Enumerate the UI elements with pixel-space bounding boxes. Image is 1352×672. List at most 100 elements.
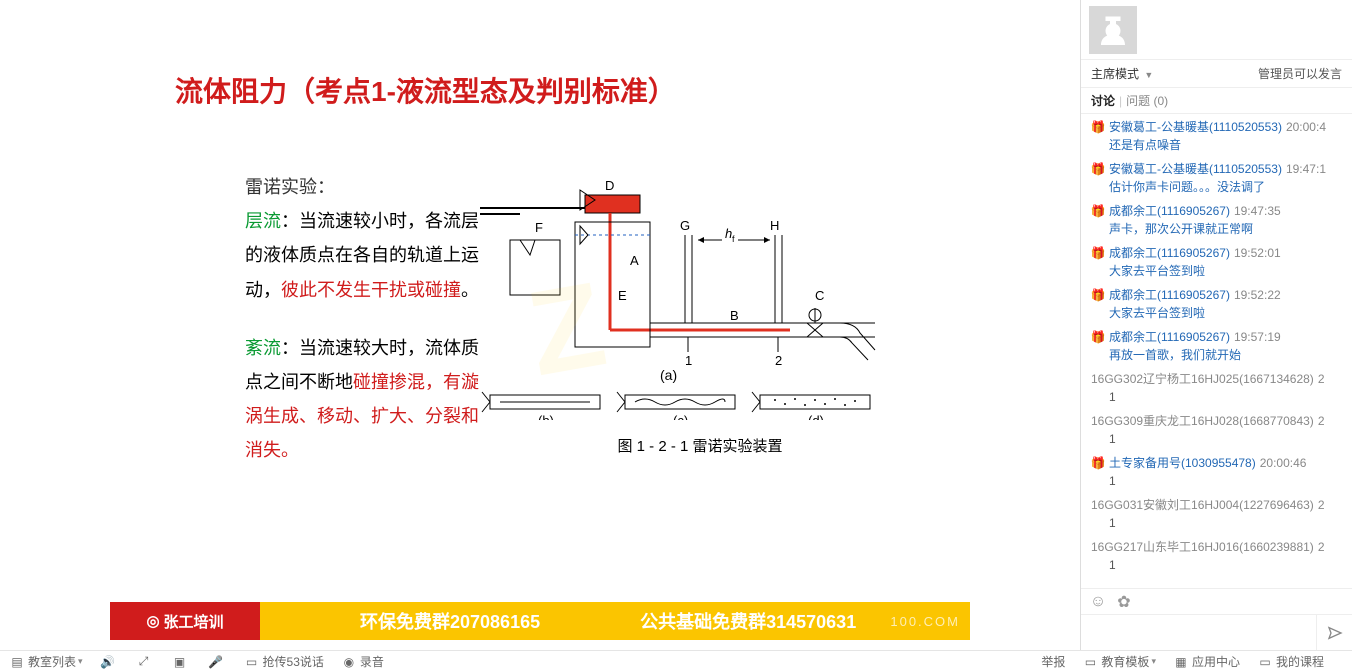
banner-group-2: 公共基础免费群314570631 xyxy=(640,608,856,634)
gift-icon: 🎁 xyxy=(1091,204,1105,218)
chat-message: 🎁 成都余工(1116905267) 19:47:35声卡，那次公开课就正常啊 xyxy=(1091,202,1346,238)
app-center-button[interactable]: ▦应用中心 xyxy=(1174,653,1240,670)
chat-body: 1 xyxy=(1109,514,1346,532)
chat-input[interactable] xyxy=(1081,615,1316,650)
svg-text:H: H xyxy=(770,218,779,233)
svg-text:D: D xyxy=(605,180,614,193)
svg-text:G: G xyxy=(680,218,690,233)
chat-message: 16GG309重庆龙工16HJ028(1668770843) 21 xyxy=(1091,412,1346,448)
camera-icon[interactable]: ▣ xyxy=(173,655,191,669)
svg-text:1: 1 xyxy=(685,353,692,368)
chat-message: 16GG031安徽刘工16HJ004(1227696463) 21 xyxy=(1091,496,1346,532)
experiment-label: 雷诺实验： xyxy=(245,170,480,204)
chat-message: 🎁 成都余工(1116905267) 19:52:22大家去平台签到啦 xyxy=(1091,286,1346,322)
bottom-toolbar: ▤教室列表 ▾ 🔊 ⤢ ▣ 🎤 ▭抢传53说话 ◉录音 举报 ▭教育模板▾ ▦应… xyxy=(0,650,1352,672)
template-button[interactable]: ▭教育模板▾ xyxy=(1083,653,1156,670)
mic-icon[interactable]: 🎤 xyxy=(209,655,227,669)
svg-text:F: F xyxy=(535,220,543,235)
slide-title: 流体阻力（考点1-液流型态及判别标准） xyxy=(175,70,970,110)
banner-group-1: 环保免费群207086165 xyxy=(360,608,540,634)
grab-speak-button[interactable]: ▭抢传53说话 xyxy=(245,653,324,670)
chat-user: 16GG217山东毕工16HJ016(1660239881) xyxy=(1091,538,1314,556)
gift-icon: 🎁 xyxy=(1091,162,1105,176)
chat-time: 20:00:46 xyxy=(1260,454,1307,472)
chat-body: 大家去平台签到啦 xyxy=(1109,304,1346,322)
chat-message: 🎁成都余工(1116905267) 19:57:19再放一首歌，我们就开始 xyxy=(1091,328,1346,364)
svg-text:f: f xyxy=(732,234,735,244)
chat-list[interactable]: 🎁 安徽葛工-公基暖基(1110520553) 20:00:4还是有点噪音 🎁安徽葛… xyxy=(1081,114,1352,588)
slide-area: 流体阻力（考点1-液流型态及判别标准） 雷诺实验： 层流：当流速较小时，各流层的… xyxy=(0,0,1080,650)
send-button[interactable] xyxy=(1316,615,1352,650)
chat-body: 大家去平台签到啦 xyxy=(1109,262,1346,280)
chat-user: 安徽葛工-公基暖基(1110520553) xyxy=(1109,118,1282,136)
chat-time: 19:52:22 xyxy=(1234,286,1281,304)
gift-icon: 🎁 xyxy=(1091,330,1105,344)
chat-user: 成都余工(1116905267) xyxy=(1109,202,1230,220)
laminar-label: 层流 xyxy=(245,211,281,231)
tab-question[interactable]: 问题 (0) xyxy=(1126,92,1168,109)
chevron-down-icon: ▼ xyxy=(1144,70,1153,80)
figure-caption: 图 1 - 2 - 1 雷诺实验装置 xyxy=(480,435,920,456)
chat-time: 19:57:19 xyxy=(1234,328,1281,346)
gift-icon: 🎁 xyxy=(1091,456,1105,470)
chat-message: 🎁安徽葛工-公基暖基(1110520553) 19:47:1估计你声卡问题。。。… xyxy=(1091,160,1346,196)
chat-body: 1 xyxy=(1109,388,1346,406)
chat-message: 🎁成都余工(1116905267) 19:52:01大家去平台签到啦 xyxy=(1091,244,1346,280)
chat-message: 16GG217山东毕工16HJ016(1660239881) 21 xyxy=(1091,538,1346,574)
permission-label: 管理员可以发言 xyxy=(1258,65,1342,82)
svg-text:(b): (b) xyxy=(538,413,554,420)
my-course-button[interactable]: ▭我的课程 xyxy=(1258,653,1324,670)
svg-text:C: C xyxy=(815,288,824,303)
svg-text:E: E xyxy=(618,288,627,303)
banner-right: 100.COM xyxy=(890,614,960,629)
teacher-list-button[interactable]: ▤教室列表 ▾ xyxy=(10,653,83,670)
chat-time: 19:47:35 xyxy=(1234,202,1281,220)
chat-time: 20:00:4 xyxy=(1286,118,1326,136)
chat-time: 2 xyxy=(1318,496,1325,514)
svg-text:(a): (a) xyxy=(660,367,677,383)
slide-text: 雷诺实验： 层流：当流速较小时，各流层的液体质点在各自的轨道上运动，彼此不发生干… xyxy=(110,170,480,468)
chat-user: 16GG031安徽刘工16HJ004(1227696463) xyxy=(1091,496,1314,514)
chat-body: 再放一首歌，我们就开始 xyxy=(1109,346,1346,364)
chat-time: 2 xyxy=(1318,370,1325,388)
mute-icon[interactable]: ⤢ xyxy=(137,655,155,669)
mode-selector[interactable]: 主席模式 ▼ xyxy=(1091,65,1153,82)
gift-icon: 🎁 xyxy=(1091,246,1105,260)
chat-message: 16GG302辽宁杨工16HJ025(1667134628) 21 xyxy=(1091,370,1346,406)
chat-panel: 主席模式 ▼ 管理员可以发言 讨论 | 问题 (0) 🎁安徽葛工-公基暖基(11… xyxy=(1080,0,1352,650)
chat-body: 估计你声卡问题。。。没法调了 xyxy=(1109,178,1346,196)
gift-icon: 🎁 xyxy=(1091,288,1105,302)
chat-time: 2 xyxy=(1318,412,1325,430)
chat-body: 声卡，那次公开课就正常啊 xyxy=(1109,220,1346,238)
chat-user: 成都余工(1116905267) xyxy=(1109,244,1230,262)
tab-discuss[interactable]: 讨论 xyxy=(1091,92,1115,109)
svg-text:2: 2 xyxy=(775,353,782,368)
report-button[interactable]: 举报 xyxy=(1041,653,1065,670)
emoji-icon[interactable]: ☺ xyxy=(1089,593,1107,611)
record-button[interactable]: ◉录音 xyxy=(342,653,384,670)
presenter-avatar[interactable] xyxy=(1089,6,1137,54)
reynolds-diagram: D F A xyxy=(480,170,920,468)
flower-icon[interactable]: ✿ xyxy=(1115,593,1133,611)
chat-body: 1 xyxy=(1109,556,1346,574)
bottom-banner: ◎张工培训 环保免费群207086165 公共基础免费群314570631 10… xyxy=(110,602,970,640)
chat-message: 🎁 土专家备用号(1030955478) 20:00:461 xyxy=(1091,454,1346,490)
svg-text:A: A xyxy=(630,253,639,268)
svg-text:(d): (d) xyxy=(808,413,824,420)
chat-user: 16GG309重庆龙工16HJ028(1668770843) xyxy=(1091,412,1314,430)
chat-user: 16GG302辽宁杨工16HJ025(1667134628) xyxy=(1091,370,1314,388)
chat-time: 2 xyxy=(1318,538,1325,556)
svg-text:B: B xyxy=(730,308,739,323)
chat-user: 土专家备用号(1030955478) xyxy=(1109,454,1256,472)
laminar-emphasis: 彼此不发生干扰或碰撞 xyxy=(281,280,461,300)
svg-text:(c): (c) xyxy=(673,413,688,420)
chat-user: 成都余工(1116905267) xyxy=(1109,286,1230,304)
slide: 流体阻力（考点1-液流型态及判别标准） 雷诺实验： 层流：当流速较小时，各流层的… xyxy=(110,0,970,640)
chat-body: 1 xyxy=(1109,472,1346,490)
chat-message: 🎁 安徽葛工-公基暖基(1110520553) 20:00:4还是有点噪音 xyxy=(1091,118,1346,154)
gift-icon: 🎁 xyxy=(1091,120,1105,134)
brand-logo: ◎张工培训 xyxy=(110,602,260,640)
volume-icon[interactable]: 🔊 xyxy=(101,655,119,669)
laminar-text-3: 。 xyxy=(461,280,479,300)
chat-body: 还是有点噪音 xyxy=(1109,136,1346,154)
